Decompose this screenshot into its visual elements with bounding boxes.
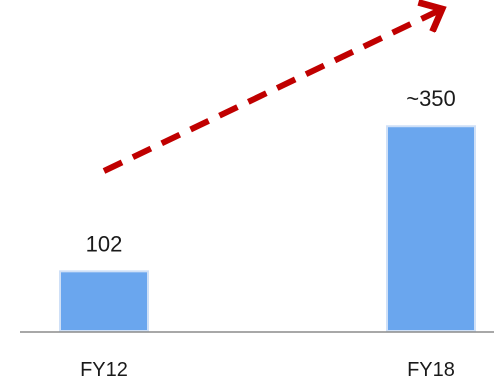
bar-fy18 — [386, 125, 476, 332]
data-label-fy18: ~350 — [406, 86, 456, 111]
data-label-fy12: 102 — [86, 231, 123, 256]
bars-group — [59, 125, 476, 332]
x-tick-label-fy18: FY18 — [407, 359, 455, 381]
x-tick-label-fy12: FY12 — [80, 359, 128, 381]
labels-group: 102 FY12 ~350 FY18 — [80, 86, 456, 381]
bar-fy12 — [59, 270, 149, 332]
